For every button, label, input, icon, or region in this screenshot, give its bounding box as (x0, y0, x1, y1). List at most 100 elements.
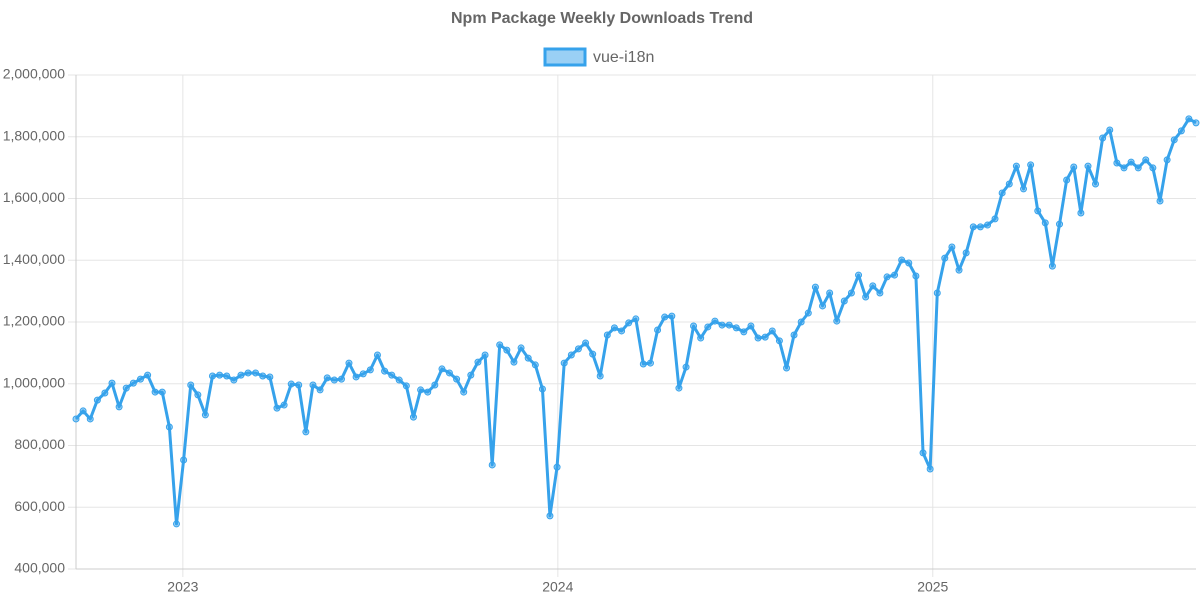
data-point (1084, 162, 1092, 170)
data-point (417, 386, 425, 394)
data-point (295, 381, 303, 389)
data-point (862, 293, 870, 301)
data-point (1120, 164, 1128, 172)
data-point (1192, 119, 1200, 127)
data-point (819, 302, 827, 310)
data-point (194, 391, 202, 399)
data-point (1149, 164, 1157, 172)
data-point (1034, 207, 1042, 215)
data-point (933, 289, 941, 297)
data-point (373, 351, 381, 359)
data-point (596, 372, 604, 380)
data-point (926, 465, 934, 473)
data-point (158, 388, 166, 396)
data-point (1077, 209, 1085, 217)
data-point (467, 371, 475, 379)
data-point (524, 354, 532, 362)
data-point (560, 359, 568, 367)
data-point (388, 371, 396, 379)
data-point (488, 461, 496, 469)
data-point (747, 322, 755, 330)
data-point (510, 358, 518, 366)
data-point (1063, 176, 1071, 184)
data-point (976, 223, 984, 231)
data-point (797, 318, 805, 326)
y-tick-label: 1,400,000 (3, 251, 65, 267)
data-point (855, 271, 863, 279)
data-point (732, 324, 740, 332)
data-point (891, 271, 899, 279)
data-point (955, 266, 963, 274)
data-point (589, 350, 597, 358)
data-point (266, 373, 274, 381)
data-point (625, 319, 633, 327)
data-point (445, 369, 453, 377)
data-point (790, 331, 798, 339)
data-point (1048, 262, 1056, 270)
data-point (969, 223, 977, 231)
data-point (208, 372, 216, 380)
data-point (883, 273, 891, 281)
data-point (646, 359, 654, 367)
data-point (1177, 127, 1185, 135)
data-point (804, 309, 812, 317)
data-point (948, 243, 956, 251)
data-point (603, 331, 611, 339)
y-tick-label: 2,000,000 (3, 66, 65, 82)
data-point (316, 386, 324, 394)
data-point (86, 415, 94, 423)
data-point (704, 323, 712, 331)
y-tick-label: 1,200,000 (3, 313, 65, 329)
data-point (323, 374, 331, 382)
data-point (869, 282, 877, 290)
data-point (840, 297, 848, 305)
data-point (941, 254, 949, 262)
x-tick-label: 2024 (542, 579, 573, 595)
data-point (72, 415, 80, 423)
data-point (1106, 126, 1114, 134)
data-point (395, 376, 403, 384)
data-point (180, 456, 188, 464)
data-point (1020, 185, 1028, 193)
data-point (359, 370, 367, 378)
data-point (1156, 197, 1164, 205)
data-point (244, 369, 252, 377)
data-point (898, 256, 906, 264)
data-point (740, 328, 748, 336)
data-point (1056, 220, 1064, 228)
data-point (201, 411, 209, 419)
data-point (345, 359, 353, 367)
data-point (962, 249, 970, 257)
data-point (438, 365, 446, 373)
data-point (424, 388, 432, 396)
data-point (309, 381, 317, 389)
data-point (531, 361, 539, 369)
data-point (230, 376, 238, 384)
data-point (654, 326, 662, 334)
data-point (503, 346, 511, 354)
y-tick-label: 400,000 (14, 560, 65, 576)
data-point (775, 337, 783, 345)
data-point (833, 317, 841, 325)
data-point (1127, 158, 1135, 166)
data-point (847, 289, 855, 297)
data-point (366, 366, 374, 374)
x-tick-label: 2023 (167, 579, 198, 595)
data-point (574, 345, 582, 353)
data-point (431, 381, 439, 389)
data-point (661, 313, 669, 321)
data-point (237, 371, 245, 379)
data-point (912, 272, 920, 280)
data-point (754, 334, 762, 342)
legend-swatch (543, 47, 587, 67)
data-point (1012, 162, 1020, 170)
data-point (618, 327, 626, 335)
data-point (668, 312, 676, 320)
data-point (582, 339, 590, 347)
data-point (129, 379, 137, 387)
data-point (481, 351, 489, 359)
data-point (144, 371, 152, 379)
data-point (460, 388, 468, 396)
data-point (610, 324, 618, 332)
